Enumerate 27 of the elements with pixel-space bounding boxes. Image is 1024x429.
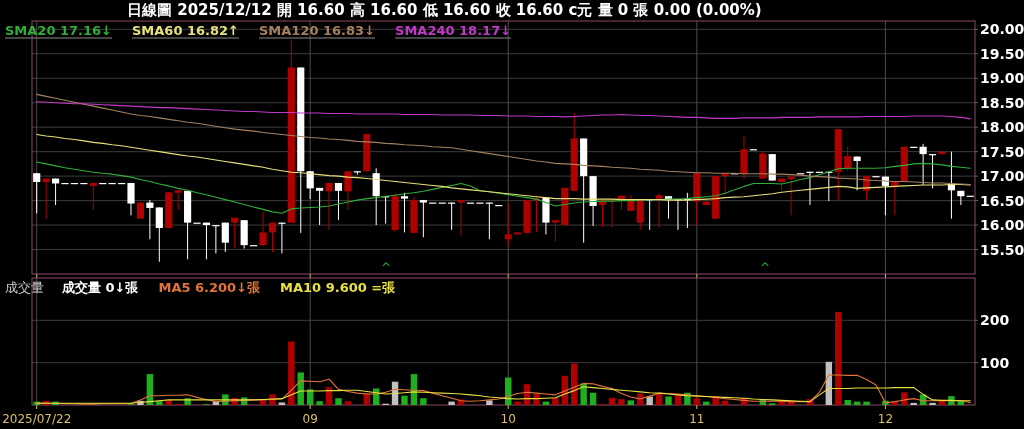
x-tick-label: 09	[302, 412, 318, 426]
y-tick-label: 15.50	[980, 241, 1024, 258]
y-tick-label: 17.50	[980, 143, 1024, 160]
y-tick-label: 16.50	[980, 192, 1024, 209]
x-tick-label: 12	[877, 412, 894, 426]
annotation: ^	[759, 261, 771, 275]
text: SMA240 18.17↓	[395, 23, 512, 38]
y-tick-label: 18.00	[980, 119, 1024, 136]
y-tick-label: 20.00	[980, 21, 1024, 38]
y-tick-label: 16.00	[980, 217, 1024, 234]
y-tick-label: 19.50	[980, 45, 1024, 62]
y-tick-label: 17.00	[980, 168, 1024, 185]
y-tick-label: 18.50	[980, 94, 1024, 111]
x-tick-label: 11	[689, 412, 705, 426]
text: SMA20 17.16↓	[5, 23, 112, 38]
text: SMA120 16.83↓	[259, 23, 376, 38]
y-tick-label: 200	[980, 312, 1010, 329]
chart-title: 成交量	[5, 280, 44, 295]
legend: MA5 6.200↓張 MA10 9.600 =張	[158, 280, 396, 295]
x-tick-label: 2025/07/22	[2, 412, 72, 426]
x-tick-label: 10	[500, 412, 516, 426]
annotation: ^	[380, 261, 392, 275]
chart-subtitle: 成交量 0↓張	[61, 280, 140, 295]
text: SMA60 16.82↑	[132, 23, 239, 38]
chart-title: 日線圖 2025/12/12 開 16.60 高 16.60 低 16.60 收 16.60 c元 量 0 張 0.00 (0.00%)	[127, 1, 762, 19]
y-tick-label: 100	[980, 354, 1010, 371]
y-tick-label: 19.00	[980, 70, 1024, 87]
